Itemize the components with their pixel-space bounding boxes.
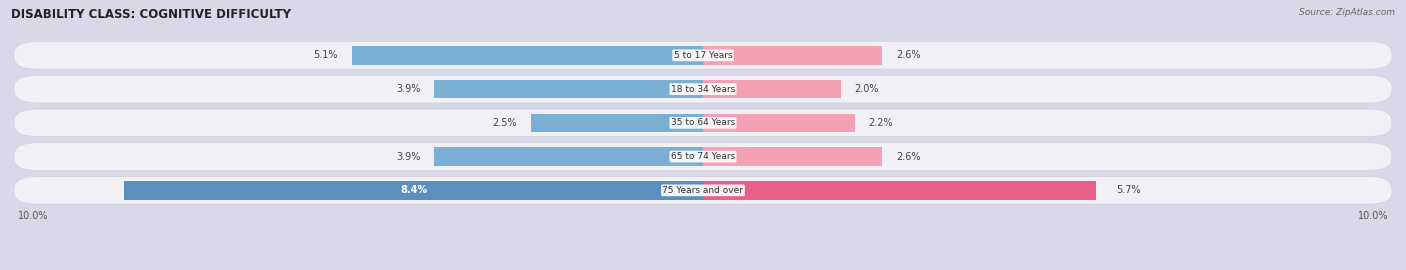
Bar bbox=[352, 46, 703, 65]
Text: 35 to 64 Years: 35 to 64 Years bbox=[671, 118, 735, 127]
Text: 5 to 17 Years: 5 to 17 Years bbox=[673, 51, 733, 60]
Bar bbox=[124, 181, 703, 200]
Text: 2.5%: 2.5% bbox=[492, 118, 517, 128]
Text: 65 to 74 Years: 65 to 74 Years bbox=[671, 152, 735, 161]
Text: 2.6%: 2.6% bbox=[896, 151, 921, 162]
Bar bbox=[703, 114, 855, 132]
Text: 10.0%: 10.0% bbox=[1358, 211, 1389, 221]
Text: 5.1%: 5.1% bbox=[314, 50, 337, 60]
FancyBboxPatch shape bbox=[14, 75, 1392, 103]
Text: 18 to 34 Years: 18 to 34 Years bbox=[671, 85, 735, 94]
FancyBboxPatch shape bbox=[14, 143, 1392, 170]
Bar bbox=[703, 46, 882, 65]
Text: DISABILITY CLASS: COGNITIVE DIFFICULTY: DISABILITY CLASS: COGNITIVE DIFFICULTY bbox=[11, 8, 291, 21]
FancyBboxPatch shape bbox=[14, 109, 1392, 137]
Text: Source: ZipAtlas.com: Source: ZipAtlas.com bbox=[1299, 8, 1395, 17]
Text: 8.4%: 8.4% bbox=[401, 185, 427, 195]
Text: 3.9%: 3.9% bbox=[396, 151, 420, 162]
Bar bbox=[703, 181, 1095, 200]
FancyBboxPatch shape bbox=[14, 177, 1392, 204]
Bar bbox=[703, 147, 882, 166]
Text: 3.9%: 3.9% bbox=[396, 84, 420, 94]
Bar bbox=[531, 114, 703, 132]
Text: 5.7%: 5.7% bbox=[1116, 185, 1142, 195]
Bar bbox=[434, 147, 703, 166]
Text: 10.0%: 10.0% bbox=[17, 211, 48, 221]
FancyBboxPatch shape bbox=[14, 42, 1392, 69]
Bar bbox=[703, 80, 841, 98]
Text: 2.2%: 2.2% bbox=[869, 118, 893, 128]
Text: 2.6%: 2.6% bbox=[896, 50, 921, 60]
Text: 2.0%: 2.0% bbox=[855, 84, 879, 94]
Bar bbox=[434, 80, 703, 98]
Text: 75 Years and over: 75 Years and over bbox=[662, 186, 744, 195]
